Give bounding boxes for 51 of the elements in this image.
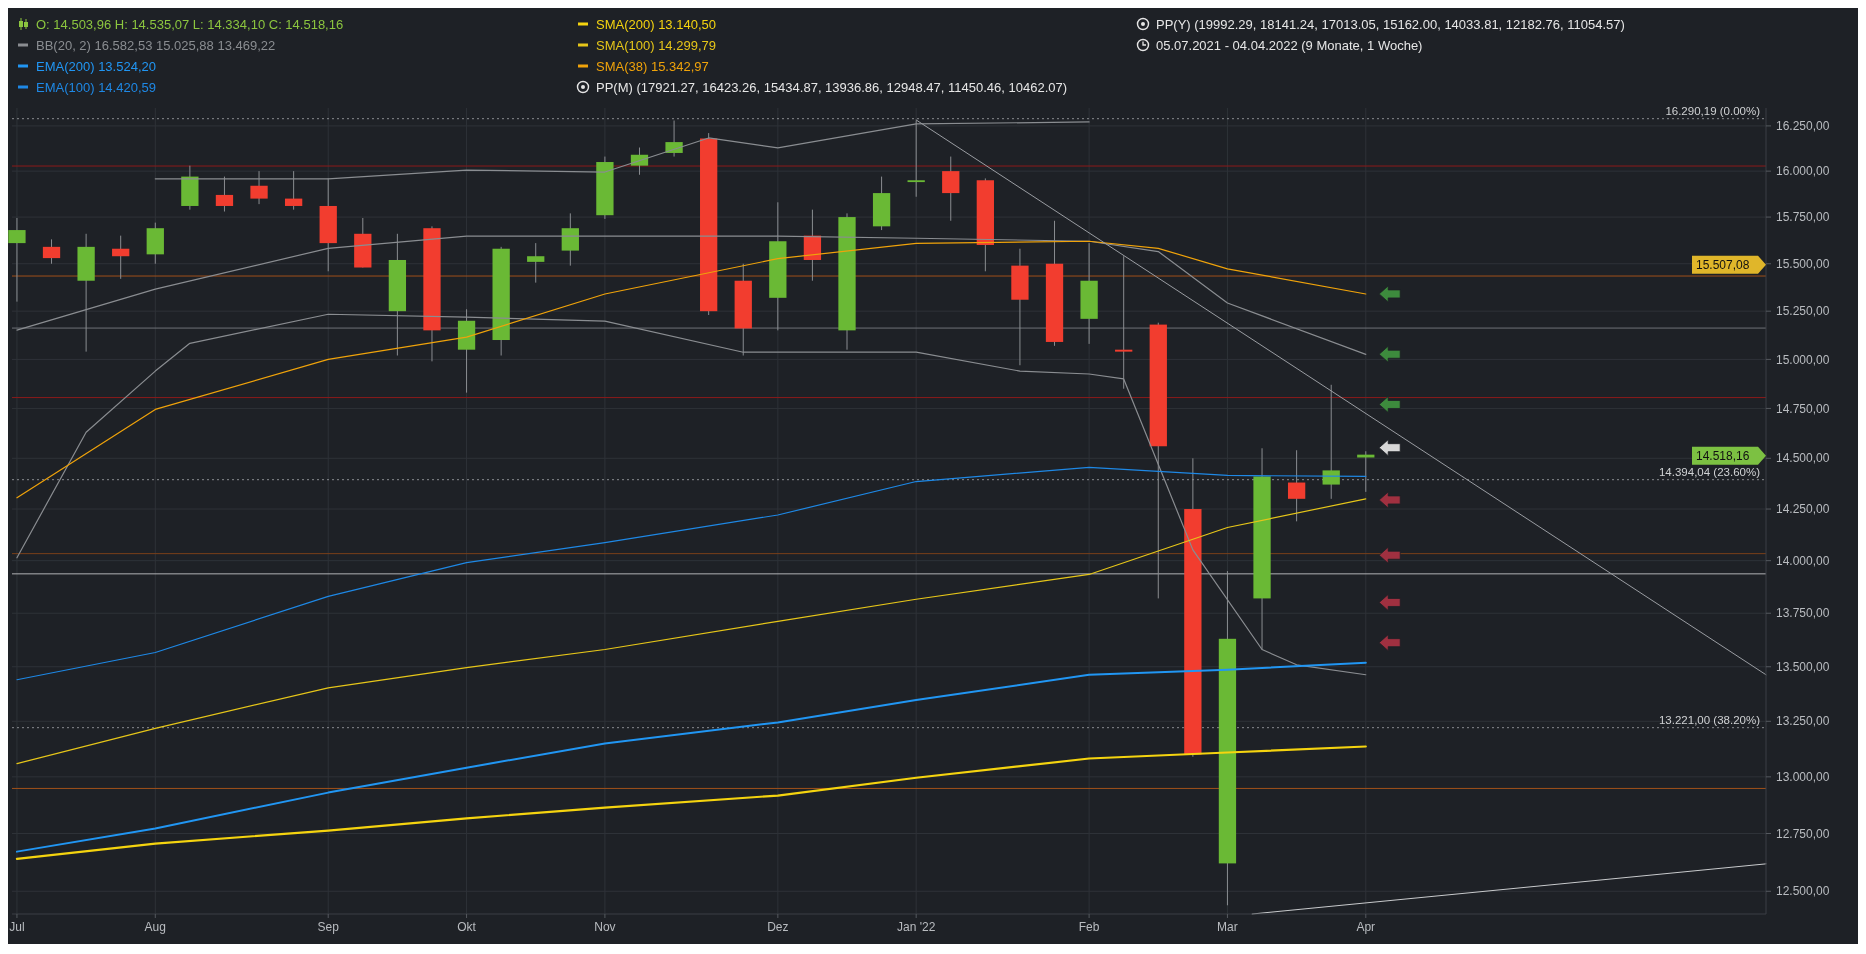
y-tick-label: 14.500,00: [1776, 451, 1830, 466]
x-tick-label: Jan '22: [897, 920, 936, 934]
candlestick: [8, 217, 26, 303]
annotation: 15.507,08: [1696, 257, 1750, 272]
x-tick-label: Nov: [594, 920, 616, 934]
y-tick-label: 13.000,00: [1776, 770, 1830, 785]
text: O: 14.503,96 H: 14.535,07 L: 14.334,10 C: 14.518,16: [36, 16, 344, 32]
x-tick-label: Apr: [1356, 920, 1376, 934]
annotation: 14.518,16: [1696, 448, 1750, 463]
text: PP(Y) (19992.29, 18141.24, 17013.05, 15162.00, 14033.81, 12182.76, 11054.57): [1156, 16, 1625, 32]
legend-label: SMA(38) 15.342,97: [596, 58, 709, 74]
candlestick: [942, 156, 960, 222]
y-tick-label: 15.000,00: [1776, 352, 1830, 367]
y-tick-label: 13.250,00: [1776, 714, 1830, 729]
y-tick-label: 15.750,00: [1776, 210, 1830, 225]
text: 05.07.2021 - 04.04.2022 (9 Monate, 1 Woche): [1156, 37, 1423, 53]
legend-label: SMA(200) 13.140,50: [596, 16, 716, 32]
y-tick-label: 12.750,00: [1776, 826, 1830, 841]
x-tick-label: Jul: [9, 920, 25, 934]
y-tick-label: 13.500,00: [1776, 659, 1830, 674]
candlestick: [42, 238, 61, 265]
y-tick-label: 16.000,00: [1776, 164, 1830, 179]
y-tick-label: 15.500,00: [1776, 256, 1830, 271]
y-tick-label: 12.500,00: [1776, 884, 1830, 899]
x-tick-label: Sep: [317, 920, 340, 934]
y-tick-label: 16.250,00: [1776, 119, 1830, 134]
line-series: [16, 240, 1367, 499]
legend-label: BB(20, 2) 16.582,53 15.025,88 13.469,22: [36, 37, 276, 53]
line-series: [16, 466, 1367, 681]
y-tick-label: 14.000,00: [1776, 553, 1830, 568]
ref-line-label: 13.221,00 (38.20%): [1658, 713, 1761, 726]
legend-label: SMA(100) 14.299,79: [596, 37, 716, 53]
line-series: [16, 498, 1367, 765]
y-tick-label: 13.750,00: [1776, 606, 1830, 621]
x-tick-label: Feb: [1078, 920, 1100, 934]
line-series: [15, 745, 1367, 860]
x-tick-label: Mar: [1217, 920, 1238, 934]
y-tick-label: 15.250,00: [1776, 304, 1830, 319]
legend-label: EMA(100) 14.420,59: [36, 79, 156, 95]
line-series: [15, 661, 1367, 853]
x-tick-label: Okt: [457, 920, 477, 934]
candlestick: [527, 242, 545, 284]
ref-line-label: 16.290,19 (0.00%): [1665, 104, 1761, 117]
x-tick-label: Aug: [144, 920, 166, 934]
y-tick-label: 14.750,00: [1776, 401, 1830, 416]
candlestick: [112, 235, 130, 280]
x-tick-label: Dez: [767, 920, 789, 934]
y-tick-label: 14.250,00: [1776, 502, 1830, 517]
ref-line-label: 14.394,04 (23.60%): [1658, 465, 1761, 478]
text: PP(M) (17921.27, 16423.26, 15434.87, 13936.86, 12948.47, 11450.46, 10462.07): [596, 79, 1068, 95]
legend-label: EMA(200) 13.524,20: [36, 58, 156, 74]
